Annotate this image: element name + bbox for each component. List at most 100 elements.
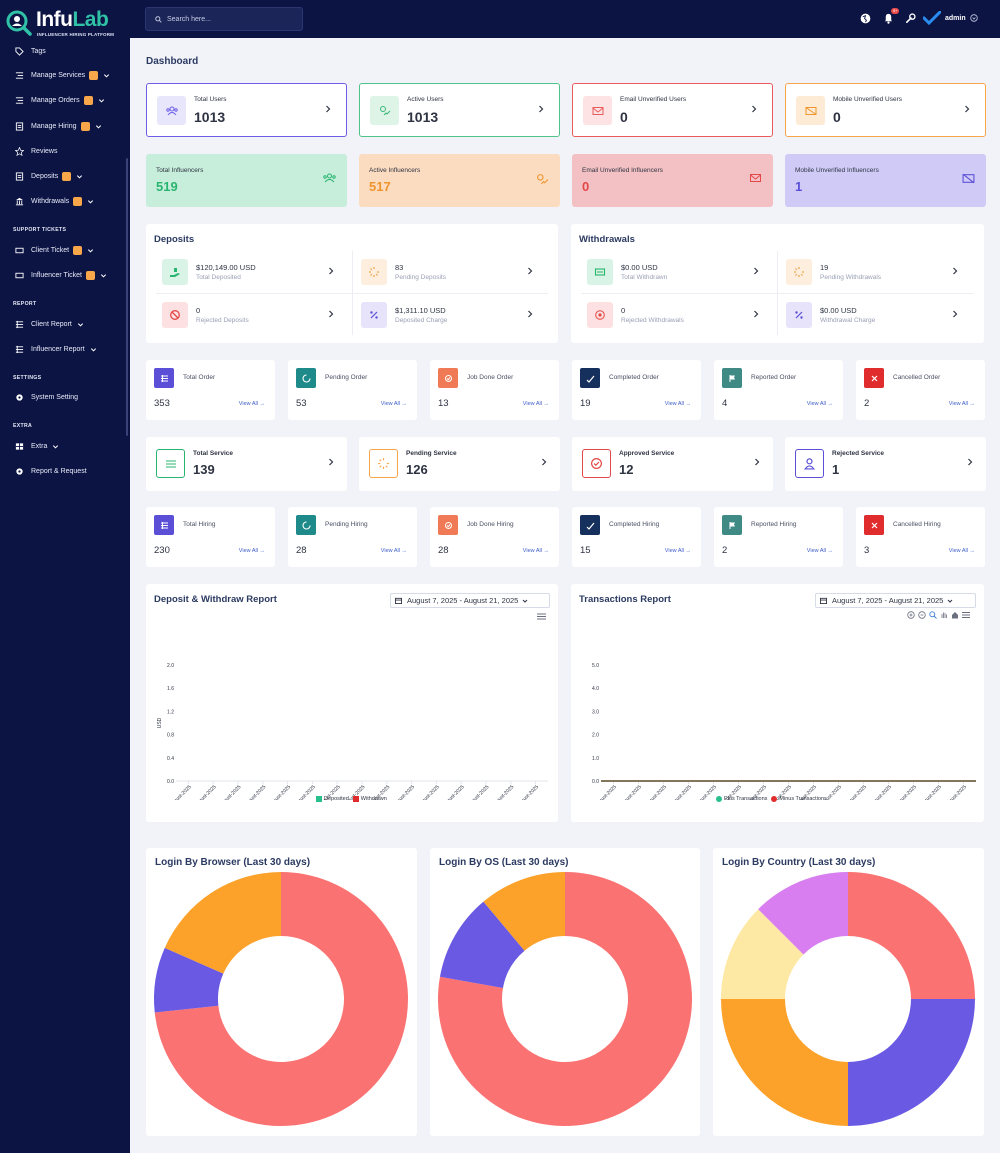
globe-icon[interactable] — [858, 11, 872, 25]
pie-slice[interactable] — [721, 999, 848, 1126]
search-input[interactable]: Search here... — [145, 7, 303, 31]
view-all-link[interactable]: View All → — [807, 401, 833, 407]
sidebar-item-withdrawals[interactable]: Withdrawals — [0, 190, 126, 212]
deposits-item-deposited-charge[interactable]: $1,311.10 USD Deposited Charge — [361, 294, 544, 336]
user-name: admin — [945, 14, 966, 22]
view-all-link[interactable]: View All → — [239, 548, 265, 554]
sidebar-item-manage-services[interactable]: Manage Services — [0, 64, 126, 86]
deposits-item-rejected-deposits[interactable]: 0 Rejected Deposits — [162, 294, 345, 336]
sidebar-item-label: Influencer Report — [31, 345, 85, 353]
wrench-icon[interactable] — [903, 11, 917, 25]
withdrawals-item-total-withdrawn[interactable]: $0.00 USD Total Withdrawn — [587, 251, 770, 293]
sidebar-item-label: Manage Orders — [31, 96, 80, 104]
sidebar-item-reviews[interactable]: Reviews — [0, 140, 126, 162]
stat-card-mobile-unverified-influencers[interactable]: Mobile Unverified Influencers 1 — [785, 154, 986, 207]
legend-swatch — [316, 796, 322, 802]
home-icon[interactable] — [951, 611, 959, 619]
pie-slice[interactable] — [848, 999, 975, 1126]
hiring-card-pending-hiring: Pending Hiring 28 View All → — [288, 507, 417, 567]
legend-label[interactable]: Withdrawn — [360, 796, 387, 802]
stat-card-total-users[interactable]: Total Users 1013 — [146, 83, 347, 137]
stat-value: 0 — [833, 109, 841, 125]
sidebar-item-tags[interactable]: Tags — [0, 42, 126, 62]
card-value: 19 — [580, 398, 591, 409]
zoom-in-icon[interactable] — [907, 611, 915, 619]
pie-slice[interactable] — [721, 909, 804, 999]
service-card-approved-service[interactable]: Approved Service 12 — [572, 437, 773, 491]
view-all-link[interactable]: View All → — [665, 548, 691, 554]
view-all-link[interactable]: View All → — [381, 401, 407, 407]
sidebar-item-manage-orders[interactable]: Manage Orders — [0, 89, 126, 111]
list-icon — [156, 449, 185, 478]
pie-slice[interactable] — [758, 872, 848, 955]
legend-label[interactable]: Deposited — [324, 796, 349, 802]
new-badge — [80, 121, 90, 131]
stat-card-email-unverified-influencers[interactable]: Email Unverified Influencers 0 — [572, 154, 773, 207]
item-label: Deposited Charge — [395, 317, 448, 324]
card-label: Completed Hiring — [609, 521, 660, 528]
sidebar-item-influencer-ticket[interactable]: Influencer Ticket — [0, 264, 126, 286]
chart-menu-icon[interactable] — [962, 611, 970, 619]
sidebar-item-deposits[interactable]: Deposits — [0, 165, 126, 187]
legend-label[interactable]: Plus Transactions — [724, 796, 768, 802]
pie-slice[interactable] — [438, 872, 692, 1126]
view-all-link[interactable]: View All → — [665, 401, 691, 407]
withdrawals-item-pending-withdrawals[interactable]: 19 Pending Withdrawals — [786, 251, 969, 293]
service-card-total-service[interactable]: Total Service 139 — [146, 437, 347, 491]
view-all-link[interactable]: View All → — [949, 548, 975, 554]
withdrawals-item-rejected-withdrawals[interactable]: 0 Rejected Withdrawals — [587, 294, 770, 336]
view-all-link[interactable]: View All → — [523, 401, 549, 407]
login-by-country-chart — [721, 872, 975, 1126]
service-card-rejected-service[interactable]: Rejected Service 1 — [785, 437, 986, 491]
sidebar-item-report-request[interactable]: Report & Request — [0, 460, 126, 482]
sidebar-scrollbar[interactable] — [126, 158, 128, 436]
pie-slice[interactable] — [848, 872, 975, 999]
user-menu[interactable]: admin — [923, 10, 978, 26]
view-all-link[interactable]: View All → — [949, 401, 975, 407]
stat-label: Total Influencers — [156, 167, 204, 174]
sidebar-item-client-report[interactable]: Client Report — [0, 313, 126, 335]
view-all-link[interactable]: View All → — [239, 401, 265, 407]
pie-slice[interactable] — [154, 872, 408, 1126]
stat-card-total-influencers[interactable]: Total Influencers 519 — [146, 154, 347, 207]
pan-hand-icon[interactable] — [940, 611, 948, 619]
deposits-item-pending-deposits[interactable]: 83 Pending Deposits — [361, 251, 544, 293]
pie-slice[interactable] — [483, 872, 565, 951]
sidebar-item-extra[interactable]: Extra — [0, 435, 126, 457]
stat-card-active-influencers[interactable]: Active Influencers 517 — [359, 154, 560, 207]
notification-bell-icon[interactable]: 9+ — [881, 8, 899, 25]
sidebar-item-manage-hiring[interactable]: Manage Hiring — [0, 115, 126, 137]
brand-logo[interactable]: InfuLab INFLUENCER HIRING PLATFORM — [6, 8, 124, 38]
pie-slice[interactable] — [439, 901, 525, 988]
pie-slice[interactable] — [164, 872, 281, 974]
sidebar-item-system-setting[interactable]: System Setting — [0, 386, 126, 408]
sidebar-item-client-ticket[interactable]: Client Ticket — [0, 239, 126, 261]
view-all-link[interactable]: View All → — [523, 548, 549, 554]
pie-slice[interactable] — [154, 947, 224, 1013]
sidebar-item-label: Client Report — [31, 320, 72, 328]
legend-label[interactable]: Minus Transactions — [779, 796, 827, 802]
view-all-link[interactable]: View All → — [807, 548, 833, 554]
y-tick-label: 4.0 — [592, 686, 599, 692]
view-all-label: View All — [238, 548, 258, 554]
zoom-out-icon[interactable] — [918, 611, 926, 619]
view-all-link[interactable]: View All → — [381, 548, 407, 554]
date-range-picker[interactable]: August 7, 2025 - August 21, 2025 — [390, 593, 550, 608]
stat-card-mobile-unverified-users[interactable]: Mobile Unverified Users 0 — [785, 83, 986, 137]
card-value: 353 — [154, 398, 170, 409]
sidebar-item-influencer-report[interactable]: Influencer Report — [0, 338, 126, 360]
stat-card-active-users[interactable]: Active Users 1013 — [359, 83, 560, 137]
arrow-right-icon: → — [967, 548, 975, 554]
date-range-picker[interactable]: August 7, 2025 - August 21, 2025 — [815, 593, 976, 608]
chart-title: Deposit & Withdraw Report — [154, 594, 277, 605]
chart-menu-icon[interactable] — [537, 613, 546, 620]
magnifier-zoom-icon[interactable] — [929, 611, 937, 619]
ticket-icon — [14, 245, 24, 255]
withdrawals-item-withdrawal-charge[interactable]: $0.00 USD Withdrawal Charge — [786, 294, 969, 336]
deposits-item-total-deposited[interactable]: $120,149.00 USD Total Deposited — [162, 251, 345, 293]
card-label: Cancelled Hiring — [893, 521, 941, 528]
stat-card-email-unverified-users[interactable]: Email Unverified Users 0 — [572, 83, 773, 137]
x-tick-label: 09-August-2025 — [213, 784, 243, 800]
service-card-pending-service[interactable]: Pending Service 126 — [359, 437, 560, 491]
date-range-text: August 7, 2025 - August 21, 2025 — [832, 596, 944, 605]
